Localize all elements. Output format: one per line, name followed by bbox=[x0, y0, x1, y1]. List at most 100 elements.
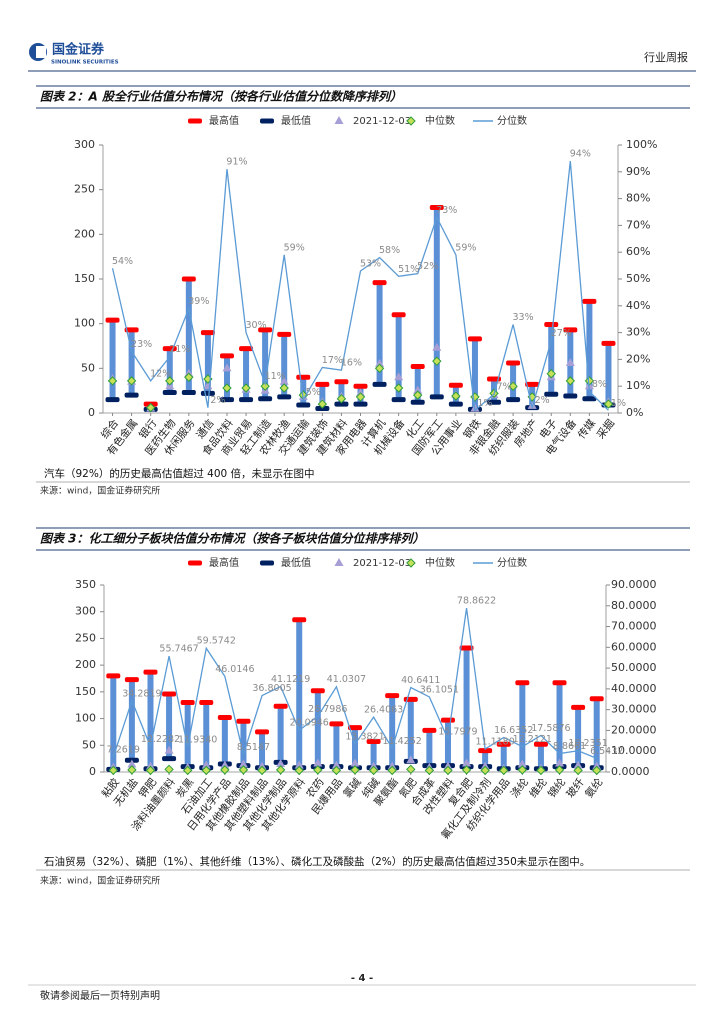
range-bar bbox=[109, 320, 116, 400]
point-marker bbox=[106, 673, 121, 679]
data-label: 12% bbox=[150, 368, 171, 379]
point-marker bbox=[162, 389, 177, 395]
point-marker bbox=[217, 715, 232, 721]
point-marker bbox=[127, 759, 137, 768]
y-tick-label: 100 bbox=[75, 712, 96, 725]
data-label: 39% bbox=[188, 296, 209, 307]
point-marker bbox=[533, 741, 548, 747]
y-tick-label: 300 bbox=[75, 605, 96, 618]
point-marker bbox=[276, 758, 286, 767]
point-marker bbox=[372, 381, 387, 387]
point-marker bbox=[257, 761, 267, 770]
y2-tick-label: 20% bbox=[626, 352, 650, 365]
y2-tick-label: 30.0000 bbox=[611, 703, 657, 716]
point-marker bbox=[461, 765, 472, 775]
point-marker bbox=[313, 758, 323, 767]
point-marker bbox=[164, 745, 174, 754]
point-marker bbox=[275, 765, 286, 775]
point-marker bbox=[277, 394, 292, 400]
point-marker bbox=[260, 381, 270, 391]
y-tick-label: 300 bbox=[74, 138, 95, 151]
point-marker bbox=[391, 312, 406, 318]
y2-tick-label: 40% bbox=[626, 299, 650, 312]
point-marker bbox=[164, 764, 174, 775]
data-label: 30% bbox=[245, 320, 266, 331]
point-marker bbox=[394, 372, 404, 381]
point-marker bbox=[432, 356, 442, 366]
legend-marker bbox=[260, 118, 274, 124]
y2-tick-label: 80% bbox=[626, 192, 650, 205]
point-marker bbox=[536, 765, 546, 776]
y-tick-label: 100 bbox=[74, 317, 95, 330]
point-marker bbox=[478, 748, 493, 754]
range-bar bbox=[395, 314, 402, 400]
y2-tick-label: 80.0000 bbox=[611, 599, 657, 612]
data-label: 59% bbox=[455, 242, 476, 253]
x-tick-label: 氨纶 bbox=[582, 775, 605, 800]
y-tick-label: 0 bbox=[89, 765, 96, 778]
range-bar bbox=[296, 619, 303, 768]
y2-tick-label: 50% bbox=[626, 272, 650, 285]
range-bar bbox=[281, 334, 288, 397]
point-marker bbox=[258, 327, 273, 333]
point-marker bbox=[200, 330, 215, 336]
range-bar bbox=[184, 702, 191, 767]
point-marker bbox=[573, 765, 583, 776]
point-marker bbox=[145, 402, 156, 413]
y2-tick-label: 60.0000 bbox=[611, 640, 657, 653]
range-bar bbox=[277, 706, 284, 763]
data-label: 58% bbox=[379, 245, 400, 256]
range-bar bbox=[259, 731, 266, 768]
point-marker bbox=[508, 381, 518, 391]
legend-label: 最高值 bbox=[209, 114, 239, 127]
point-marker bbox=[372, 280, 387, 286]
point-marker bbox=[279, 383, 289, 393]
point-marker bbox=[336, 393, 347, 404]
point-marker bbox=[573, 760, 583, 769]
y-tick-label: 200 bbox=[75, 658, 96, 671]
data-label: 16% bbox=[341, 358, 362, 369]
chart-source: 来源：wind，国金证券研究所 bbox=[40, 485, 160, 497]
y2-tick-label: 50.0000 bbox=[611, 661, 657, 674]
data-label: 36.8005 bbox=[252, 683, 291, 694]
x-tick-label: 采掘 bbox=[594, 417, 617, 442]
point-marker bbox=[563, 393, 578, 399]
point-marker bbox=[124, 327, 139, 333]
range-bar bbox=[314, 690, 321, 767]
y2-tick-label: 90% bbox=[626, 165, 650, 178]
point-marker bbox=[180, 700, 195, 706]
point-marker bbox=[257, 765, 267, 776]
point-marker bbox=[222, 363, 232, 372]
data-label: 11.4252 bbox=[383, 736, 422, 747]
data-label: 6.5432 bbox=[590, 746, 623, 757]
legend-label: 分位数 bbox=[497, 114, 527, 127]
point-marker bbox=[506, 397, 521, 403]
y2-tick-label: 10.0000 bbox=[611, 744, 657, 757]
point-marker bbox=[238, 759, 248, 768]
footer: - 4 - 敬请参阅最后一页特别声明 bbox=[28, 973, 696, 1002]
data-label: 8.8661 bbox=[553, 741, 586, 752]
y2-tick-label: 0% bbox=[626, 406, 643, 419]
point-marker bbox=[350, 765, 360, 775]
data-label: 12.2282 bbox=[141, 734, 180, 745]
section-label: 行业周报 bbox=[644, 50, 688, 64]
point-marker bbox=[422, 727, 437, 733]
point-marker bbox=[517, 759, 527, 768]
point-marker bbox=[496, 741, 511, 747]
point-marker bbox=[410, 399, 425, 405]
point-marker bbox=[277, 331, 292, 337]
range-bar bbox=[240, 721, 247, 766]
point-marker bbox=[387, 765, 397, 776]
range-bar bbox=[203, 702, 210, 768]
point-marker bbox=[105, 397, 120, 403]
point-marker bbox=[181, 389, 196, 395]
range-bar bbox=[463, 648, 470, 767]
point-marker bbox=[145, 761, 155, 770]
logo-cn: 国金证券 bbox=[52, 42, 105, 58]
y-tick-label: 150 bbox=[74, 272, 95, 285]
point-marker bbox=[294, 765, 304, 776]
data-label: 23% bbox=[131, 339, 152, 350]
chart-source: 来源：wind，国金证券研究所 bbox=[40, 875, 160, 887]
point-marker bbox=[410, 364, 425, 370]
x-tick-label: 氯碱 bbox=[341, 775, 364, 800]
